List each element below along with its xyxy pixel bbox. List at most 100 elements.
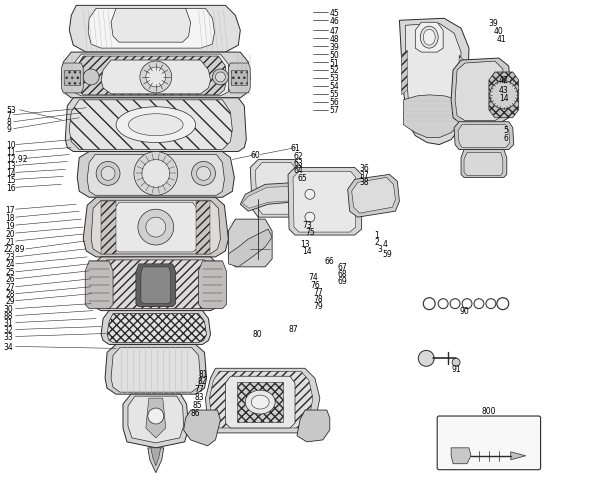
Polygon shape bbox=[242, 187, 303, 209]
Text: 81: 81 bbox=[199, 369, 208, 378]
Polygon shape bbox=[111, 347, 201, 392]
Polygon shape bbox=[293, 172, 356, 233]
Circle shape bbox=[486, 299, 496, 309]
Polygon shape bbox=[231, 71, 247, 86]
Text: 37: 37 bbox=[360, 170, 369, 180]
Text: 76: 76 bbox=[310, 281, 320, 290]
Circle shape bbox=[497, 298, 509, 310]
Text: 29: 29 bbox=[6, 297, 15, 305]
Text: 14: 14 bbox=[6, 168, 17, 178]
Text: 75: 75 bbox=[305, 227, 314, 236]
Text: 40: 40 bbox=[494, 27, 504, 36]
Polygon shape bbox=[228, 64, 250, 94]
Text: 3: 3 bbox=[378, 245, 382, 254]
Text: 36: 36 bbox=[360, 163, 369, 173]
Text: 82: 82 bbox=[197, 376, 206, 385]
Text: 20: 20 bbox=[6, 229, 15, 238]
Polygon shape bbox=[199, 262, 227, 309]
FancyBboxPatch shape bbox=[437, 416, 540, 470]
Text: 68: 68 bbox=[337, 270, 348, 279]
Circle shape bbox=[450, 299, 460, 309]
Text: 14: 14 bbox=[499, 94, 509, 103]
Polygon shape bbox=[105, 345, 206, 394]
Polygon shape bbox=[83, 198, 228, 257]
Circle shape bbox=[148, 408, 164, 424]
Polygon shape bbox=[288, 168, 362, 236]
Text: 46: 46 bbox=[330, 17, 340, 26]
Polygon shape bbox=[237, 383, 283, 422]
Polygon shape bbox=[451, 448, 471, 464]
Text: 33: 33 bbox=[4, 332, 14, 341]
Text: 62: 62 bbox=[293, 152, 303, 161]
Text: 26: 26 bbox=[6, 275, 15, 284]
Text: 25: 25 bbox=[6, 268, 15, 277]
Text: 15: 15 bbox=[6, 176, 17, 184]
Polygon shape bbox=[151, 448, 160, 466]
Text: 5: 5 bbox=[504, 126, 509, 135]
Circle shape bbox=[192, 162, 215, 186]
Text: 7: 7 bbox=[6, 111, 12, 120]
Text: 18: 18 bbox=[6, 213, 15, 222]
Text: 60: 60 bbox=[250, 151, 260, 160]
Polygon shape bbox=[240, 183, 305, 212]
Ellipse shape bbox=[129, 115, 183, 136]
Polygon shape bbox=[401, 51, 407, 96]
Polygon shape bbox=[123, 394, 189, 448]
Text: eReplacementParts.com: eReplacementParts.com bbox=[131, 220, 250, 230]
Text: 12,92: 12,92 bbox=[6, 155, 28, 163]
Polygon shape bbox=[111, 203, 201, 252]
Polygon shape bbox=[61, 64, 83, 94]
Text: 54: 54 bbox=[330, 82, 340, 91]
Text: 14: 14 bbox=[302, 247, 312, 256]
Text: 42: 42 bbox=[499, 76, 509, 85]
Polygon shape bbox=[148, 448, 164, 473]
Text: 69: 69 bbox=[337, 277, 348, 285]
Polygon shape bbox=[69, 101, 232, 150]
Text: 61: 61 bbox=[290, 144, 300, 153]
Text: 41: 41 bbox=[497, 35, 506, 43]
Text: 50: 50 bbox=[330, 50, 340, 60]
Circle shape bbox=[138, 210, 173, 245]
Polygon shape bbox=[228, 220, 272, 267]
Polygon shape bbox=[65, 99, 246, 152]
Text: 88: 88 bbox=[4, 311, 13, 321]
Polygon shape bbox=[101, 202, 116, 254]
Text: 53: 53 bbox=[330, 74, 340, 83]
Circle shape bbox=[101, 167, 115, 181]
Polygon shape bbox=[88, 9, 214, 49]
Text: 67: 67 bbox=[337, 263, 348, 272]
Circle shape bbox=[418, 351, 434, 366]
Circle shape bbox=[212, 70, 228, 86]
Circle shape bbox=[488, 301, 494, 307]
Polygon shape bbox=[101, 311, 211, 345]
Text: 16: 16 bbox=[6, 183, 17, 192]
Polygon shape bbox=[205, 368, 320, 433]
Polygon shape bbox=[136, 264, 176, 307]
Circle shape bbox=[146, 218, 166, 238]
Polygon shape bbox=[352, 178, 395, 214]
Polygon shape bbox=[511, 452, 526, 460]
Polygon shape bbox=[101, 61, 211, 95]
Text: 79: 79 bbox=[313, 302, 323, 310]
Polygon shape bbox=[146, 398, 166, 438]
Text: 38: 38 bbox=[360, 178, 369, 186]
Polygon shape bbox=[455, 62, 505, 122]
Polygon shape bbox=[489, 73, 519, 119]
Circle shape bbox=[146, 68, 166, 88]
Text: 73: 73 bbox=[302, 220, 312, 229]
Circle shape bbox=[452, 359, 460, 366]
Text: 59: 59 bbox=[382, 250, 392, 259]
Text: 45: 45 bbox=[330, 9, 340, 18]
Polygon shape bbox=[415, 23, 443, 53]
Text: 31: 31 bbox=[4, 318, 14, 327]
Circle shape bbox=[96, 162, 120, 186]
Text: 86: 86 bbox=[191, 407, 201, 417]
Text: 32: 32 bbox=[4, 325, 14, 334]
Text: 91: 91 bbox=[451, 364, 461, 373]
Text: 52: 52 bbox=[330, 66, 339, 75]
Circle shape bbox=[305, 190, 315, 200]
Text: 30: 30 bbox=[4, 305, 14, 313]
Circle shape bbox=[142, 160, 170, 188]
Text: 19: 19 bbox=[6, 221, 15, 230]
Text: 53: 53 bbox=[6, 106, 17, 115]
